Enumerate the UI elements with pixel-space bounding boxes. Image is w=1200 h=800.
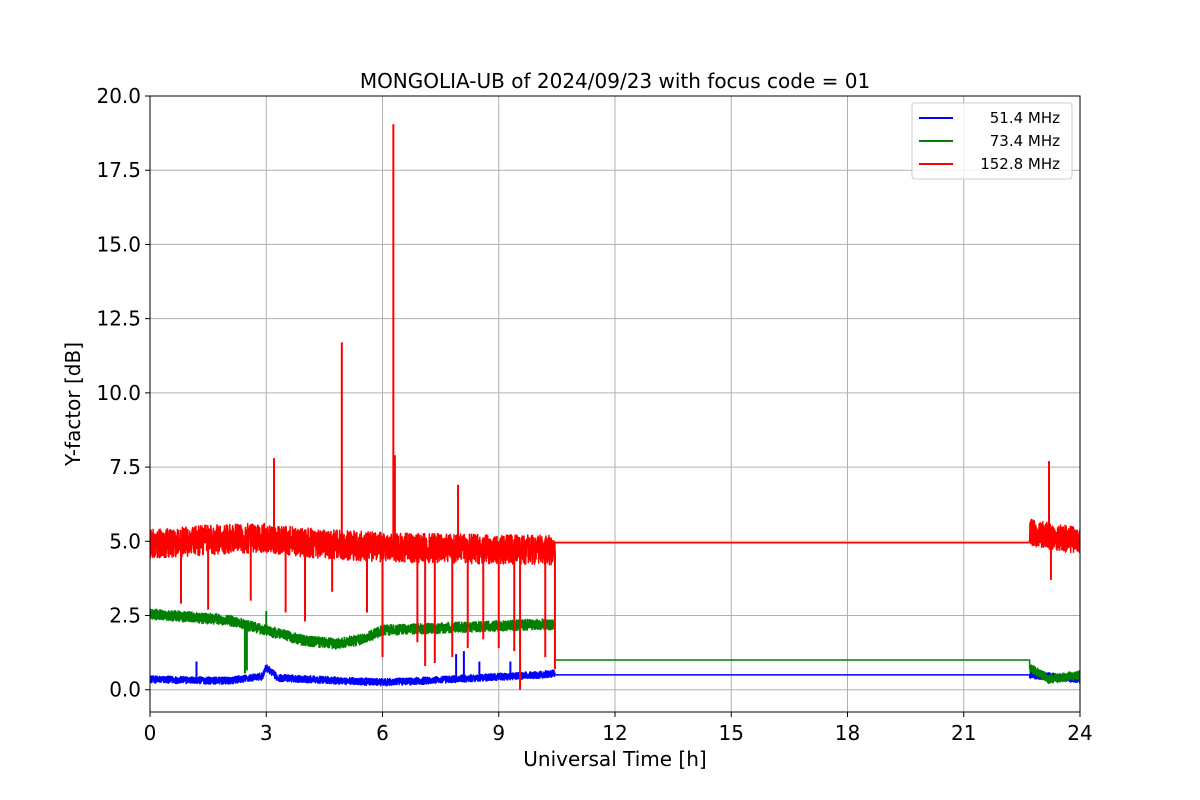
legend-label: 73.4 MHz (990, 132, 1060, 150)
x-tick-label: 12 (602, 721, 627, 745)
y-axis: 0.0 2.5 5.0 7.5 10.0 12.5 15.0 17.5 20.0 (96, 84, 150, 702)
x-axis-label: Universal Time [h] (523, 747, 706, 771)
x-tick-label: 0 (144, 721, 157, 745)
x-tick-label: 21 (951, 721, 976, 745)
y-tick-label: 12.5 (96, 307, 141, 331)
series-line-73-4-mhz (150, 608, 1080, 685)
x-tick-label: 18 (835, 721, 860, 745)
x-axis: 0 3 6 9 12 15 18 21 24 (144, 712, 1093, 745)
x-tick-label: 6 (376, 721, 389, 745)
x-tick-label: 15 (719, 721, 744, 745)
y-tick-label: 7.5 (109, 455, 141, 479)
y-tick-label: 10.0 (96, 381, 141, 405)
x-tick-label: 24 (1067, 721, 1092, 745)
y-tick-label: 2.5 (109, 604, 141, 628)
x-tick-label: 9 (492, 721, 505, 745)
x-tick-label: 3 (260, 721, 273, 745)
legend-label: 51.4 MHz (990, 109, 1060, 127)
series-152-8-mhz (150, 124, 1080, 690)
plot-area (150, 124, 1080, 690)
y-tick-label: 5.0 (109, 529, 141, 553)
y-tick-label: 20.0 (96, 84, 141, 108)
legend-frame (911, 102, 1073, 180)
series-73-4-mhz (150, 608, 1080, 685)
y-tick-label: 0.0 (109, 678, 141, 702)
series-line-152-8-mhz (150, 518, 1080, 566)
legend-label: 152.8 MHz (980, 155, 1060, 173)
series-51-4-mhz (150, 651, 1080, 687)
y-axis-label: Y-factor [dB] (61, 342, 85, 467)
chart-title: MONGOLIA-UB of 2024/09/23 with focus cod… (360, 69, 870, 93)
y-tick-label: 15.0 (96, 232, 141, 256)
legend: 51.4 MHz 73.4 MHz 152.8 MHz (911, 102, 1073, 180)
y-tick-label: 17.5 (96, 158, 141, 182)
series-line-51-4-mhz (150, 664, 1080, 687)
